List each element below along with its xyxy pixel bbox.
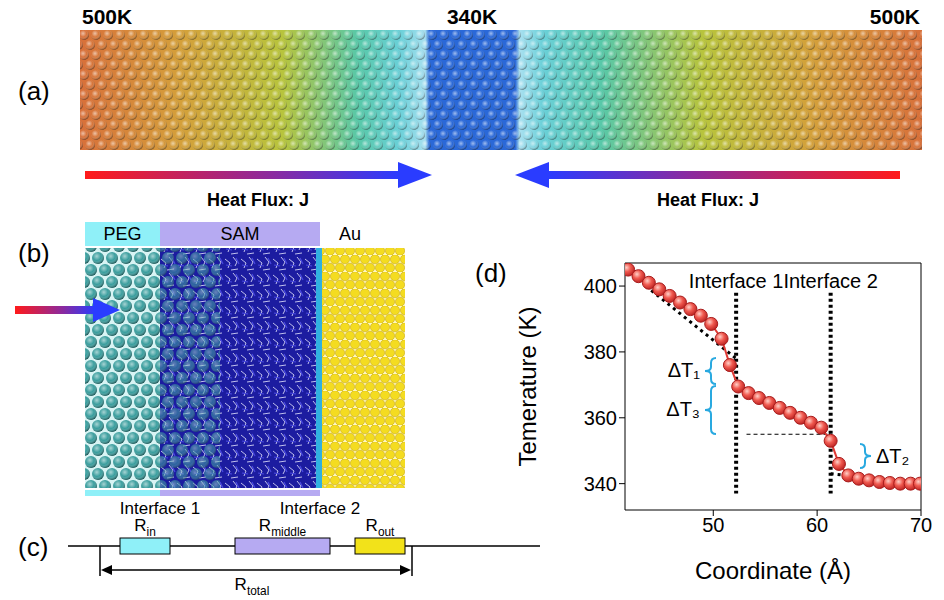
svg-text:SAM: SAM	[220, 224, 259, 244]
svg-text:60: 60	[806, 514, 828, 536]
svg-text:(b): (b)	[18, 238, 50, 268]
svg-text:Temerature (K): Temerature (K)	[514, 306, 541, 466]
svg-text:400: 400	[584, 275, 617, 297]
svg-text:(a): (a)	[18, 76, 50, 106]
svg-text:Interface 1: Interface 1	[689, 270, 784, 292]
svg-text:Rmiddle: Rmiddle	[259, 516, 307, 539]
svg-text:ΔT₂: ΔT₂	[876, 445, 909, 467]
svg-text:380: 380	[584, 341, 617, 363]
svg-text:50: 50	[702, 514, 724, 536]
svg-text:Heat Flux: J: Heat Flux: J	[657, 190, 759, 210]
svg-text:Rtotal: Rtotal	[235, 575, 270, 598]
svg-text:Rin: Rin	[134, 516, 156, 539]
svg-text:500K: 500K	[82, 5, 132, 28]
svg-text:360: 360	[584, 407, 617, 429]
svg-text:340: 340	[584, 473, 617, 495]
svg-text:Interface 1: Interface 1	[120, 499, 200, 518]
svg-text:340K: 340K	[447, 5, 497, 28]
svg-text:Rout: Rout	[366, 516, 396, 539]
svg-text:Coordinate (Å): Coordinate (Å)	[695, 557, 851, 584]
svg-text:(c): (c)	[18, 532, 48, 562]
svg-text:ΔT₁: ΔT₁	[668, 359, 701, 381]
svg-text:Heat Flux: J: Heat Flux: J	[207, 190, 309, 210]
svg-text:(d): (d)	[475, 258, 507, 288]
svg-text:Interface 2: Interface 2	[783, 270, 878, 292]
svg-text:Au: Au	[339, 224, 361, 244]
svg-text:500K: 500K	[870, 5, 920, 28]
svg-text:70: 70	[910, 514, 932, 536]
svg-text:PEG: PEG	[103, 224, 141, 244]
svg-text:ΔT₃: ΔT₃	[666, 398, 700, 420]
svg-text:Interface 2: Interface 2	[280, 499, 360, 518]
